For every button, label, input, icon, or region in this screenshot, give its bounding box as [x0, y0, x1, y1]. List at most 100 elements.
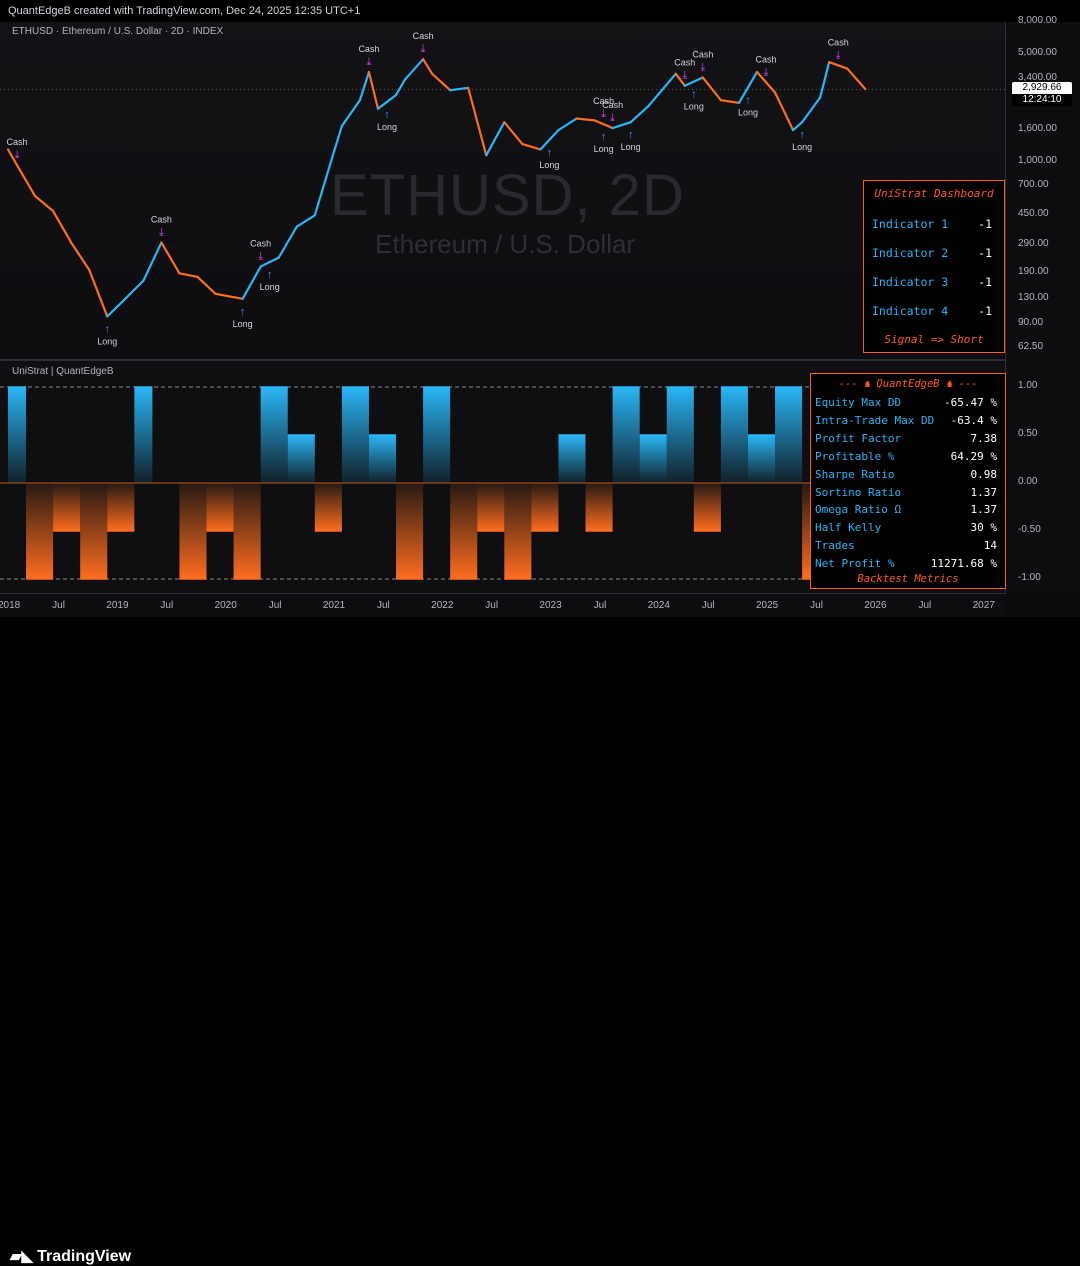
- indicator-area-step: [639, 435, 667, 483]
- cash-marker-icon: ⤓: [682, 70, 687, 82]
- metrics-footer: Backtest Metrics: [857, 573, 959, 585]
- price-segment: [449, 86, 470, 92]
- metric-row: Sortino Ratio 1.37: [815, 486, 1001, 499]
- x-tick-label: Jul: [485, 600, 499, 611]
- metric-value: 0.98: [970, 467, 998, 481]
- dashboard-value: -1: [978, 217, 992, 231]
- indicator-area-step: [8, 387, 27, 483]
- price-segment: [340, 99, 362, 128]
- symbol-legend[interactable]: ETHUSD · Ethereum / U.S. Dollar · 2D · I…: [12, 26, 224, 37]
- long-marker-icon: ↑: [267, 269, 273, 281]
- x-tick-label: Jul: [593, 600, 607, 611]
- metric-label: Profitable %: [815, 449, 895, 463]
- price-segment: [539, 129, 560, 151]
- price-segment: [70, 241, 91, 271]
- y-tick-label: 3,400.00: [1018, 72, 1057, 84]
- metric-row: Equity Max DD -65.47 %: [815, 396, 1001, 409]
- tradingview-logo[interactable]: ▰◣ TradingView: [10, 1247, 131, 1266]
- cash-marker-icon: ⤓: [836, 49, 841, 61]
- metric-value: -65.47 %: [944, 396, 997, 409]
- price-segment: [422, 58, 434, 75]
- price-segment: [557, 117, 578, 132]
- dashboard-label: Indicator 3: [872, 275, 949, 289]
- metric-row: Net Profit % 11271.68 %: [815, 557, 1001, 570]
- cash-marker-icon: ⤓: [367, 56, 372, 68]
- price-axis[interactable]: 8,000.00 5,000.00 3,400.00 1,600.00 1,000.00…: [1005, 15, 1080, 594]
- indicator-area-step: [107, 483, 135, 531]
- y-tick-label: 450.00: [1018, 208, 1049, 220]
- long-marker-icon: ↑: [105, 323, 111, 335]
- price-segment: [142, 241, 163, 282]
- price-segment: [241, 265, 262, 300]
- cash-marker-icon: ⤓: [258, 251, 263, 263]
- price-segment: [160, 241, 181, 275]
- cash-signal-label: Cash: [413, 31, 434, 41]
- metric-value: 64.29 %: [950, 449, 997, 463]
- y-tick-label: 0.50: [1018, 428, 1038, 439]
- price-segment: [629, 104, 650, 124]
- tradingview-logo-icon: ▰◣: [10, 1248, 34, 1265]
- metric-label: Sharpe Ratio: [815, 467, 895, 481]
- price-segment: [358, 70, 371, 102]
- long-marker-icon: ↑: [601, 131, 607, 143]
- indicator-area-step: [693, 483, 721, 531]
- price-pane[interactable]: ETHUSD, 2D Ethereum / U.S. Dollar Cash ⤓ ↑…: [0, 22, 1005, 359]
- price-segment: [214, 292, 244, 300]
- pane-separator[interactable]: [0, 359, 1080, 361]
- price-segment: [773, 91, 795, 132]
- cash-marker-icon: ⤓: [700, 62, 705, 74]
- metric-value: 7.38: [970, 431, 998, 445]
- cash-signal-label: Cash: [756, 54, 777, 64]
- cash-marker-icon: ⤓: [610, 112, 615, 124]
- indicator-area-step: [341, 387, 369, 483]
- x-tick-label: 2018: [0, 600, 21, 611]
- time-axis[interactable]: 2018 Jul 2019 Jul 2020 Jul 2021 Jul 2022 Jul 2023 J…: [0, 593, 1005, 618]
- price-segment: [683, 76, 704, 87]
- cash-marker-icon: ⤓: [601, 108, 606, 120]
- long-marker-icon: ↑: [240, 306, 246, 318]
- metric-value: 1.37: [970, 485, 998, 499]
- tradingview-wordmark: TradingView: [37, 1248, 132, 1265]
- price-segment: [376, 93, 398, 110]
- unistrat-dashboard: UniStrat Dashboard Indicator 1 -1 Indicat…: [863, 180, 1005, 353]
- indicator-area-step: [134, 387, 153, 483]
- long-marker-icon: ↑: [691, 89, 697, 101]
- metric-label: Omega Ratio Ω: [815, 503, 902, 517]
- footer-bar: ▰◣ TradingView: [0, 617, 1080, 1265]
- metric-row: Half Kelly 30 %: [815, 521, 1001, 534]
- x-tick-label: 2022: [431, 600, 454, 611]
- price-segment: [403, 58, 425, 81]
- price-segment: [196, 275, 217, 295]
- dashboard-title: UniStrat Dashboard: [874, 187, 994, 200]
- long-marker-icon: ↑: [799, 129, 805, 141]
- long-signal-label: Long: [594, 144, 614, 154]
- indicator-area-step: [314, 483, 342, 531]
- long-signal-label: Long: [621, 142, 641, 152]
- cash-signal-label: Cash: [358, 44, 379, 54]
- cash-signal-label: Cash: [602, 100, 623, 110]
- price-segment: [277, 225, 298, 259]
- indicator-area-step: [666, 387, 694, 483]
- y-tick-label: 190.00: [1018, 266, 1049, 278]
- y-tick-label: 130.00: [1018, 291, 1049, 303]
- metric-row: Intra-Trade Max DD -63.4 %: [815, 414, 1001, 427]
- indicator-area-step: [233, 483, 261, 579]
- price-segment: [15, 164, 37, 198]
- long-marker-icon: ↑: [384, 109, 390, 121]
- y-tick-label: -0.50: [1018, 524, 1041, 535]
- price-segment: [124, 279, 145, 300]
- price-segment: [503, 121, 524, 146]
- indicator-legend[interactable]: UniStrat | QuantEdgeB: [12, 366, 114, 377]
- indicator-area-step: [206, 483, 234, 531]
- indicator-area-step: [612, 387, 640, 483]
- x-tick-label: 2027: [972, 600, 995, 611]
- price-segment: [593, 119, 614, 130]
- created-by-bar: QuantEdgeB created with TradingView.com,…: [0, 0, 1080, 22]
- indicator-area-step: [396, 483, 424, 579]
- price-segment: [295, 214, 316, 228]
- metric-label: Net Profit %: [815, 557, 895, 571]
- indicator-area-step: [720, 387, 748, 483]
- price-chart[interactable]: Cash⤓↑LongCash⤓↑LongCash⤓↑LongCash⤓↑Long…: [0, 22, 1005, 359]
- y-tick-label: 0.00: [1018, 476, 1038, 487]
- metric-value: -63.4 %: [950, 413, 997, 427]
